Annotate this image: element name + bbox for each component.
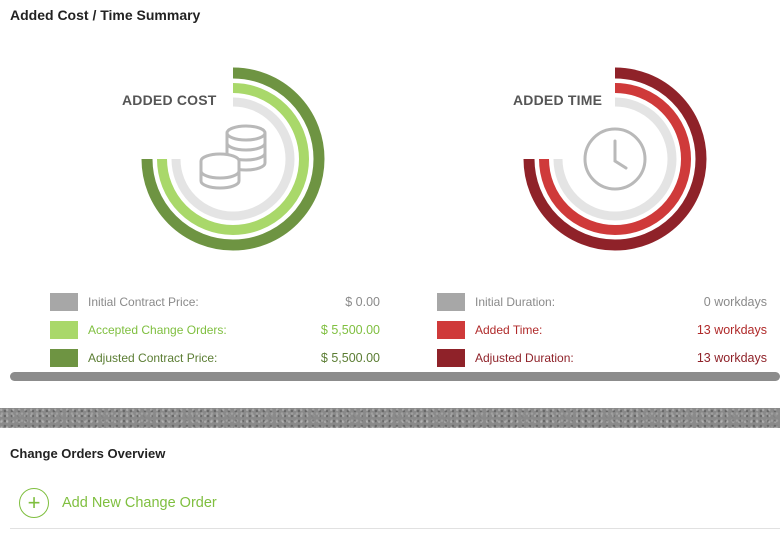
clock-icon: [583, 127, 647, 191]
legend-swatch: [437, 321, 465, 339]
legend-swatch: [50, 321, 78, 339]
legend-label: Adjusted Contract Price:: [88, 351, 218, 365]
initial-contract-price-row: Initial Contract Price: $ 0.00: [50, 293, 380, 313]
legend-swatch: [437, 349, 465, 367]
legend-swatch: [50, 293, 78, 311]
adjusted-duration-row: Adjusted Duration: 13 workdays: [437, 349, 767, 369]
add-change-order-button[interactable]: + Add New Change Order: [19, 487, 217, 519]
legend-label: Initial Duration:: [475, 295, 556, 309]
legend-value: 13 workdays: [696, 323, 767, 337]
plus-circle-icon: +: [19, 488, 49, 518]
adjusted-contract-price-row: Adjusted Contract Price: $ 5,500.00: [50, 349, 380, 369]
legend-label: Added Time:: [475, 323, 543, 337]
coins-icon: [199, 124, 267, 190]
legend-value: $ 0.00: [345, 295, 380, 309]
legend-swatch: [437, 293, 465, 311]
added-cost-label: ADDED COST: [122, 92, 217, 108]
divider: [10, 528, 780, 529]
legend-label: Accepted Change Orders:: [88, 323, 227, 337]
legend-label: Initial Contract Price:: [88, 295, 199, 309]
overview-title: Change Orders Overview: [10, 446, 166, 461]
added-time-row: Added Time: 13 workdays: [437, 321, 767, 341]
accepted-change-orders-row: Accepted Change Orders: $ 5,500.00: [50, 321, 380, 341]
legend-value: 13 workdays: [696, 351, 767, 365]
add-change-order-label: Add New Change Order: [62, 495, 217, 511]
legend-value: $ 5,500.00: [320, 323, 380, 337]
horizontal-scrollbar[interactable]: [10, 372, 780, 381]
added-time-gauge: [523, 67, 707, 251]
initial-duration-row: Initial Duration: 0 workdays: [437, 293, 767, 313]
legend-swatch: [50, 349, 78, 367]
added-cost-gauge: [141, 67, 325, 251]
legend-label: Adjusted Duration:: [475, 351, 574, 365]
summary-title: Added Cost / Time Summary: [10, 7, 201, 23]
added-time-label: ADDED TIME: [513, 92, 603, 108]
legend-value: 0 workdays: [703, 295, 767, 309]
legend-value: $ 5,500.00: [320, 351, 380, 365]
texture-divider: [0, 408, 780, 428]
